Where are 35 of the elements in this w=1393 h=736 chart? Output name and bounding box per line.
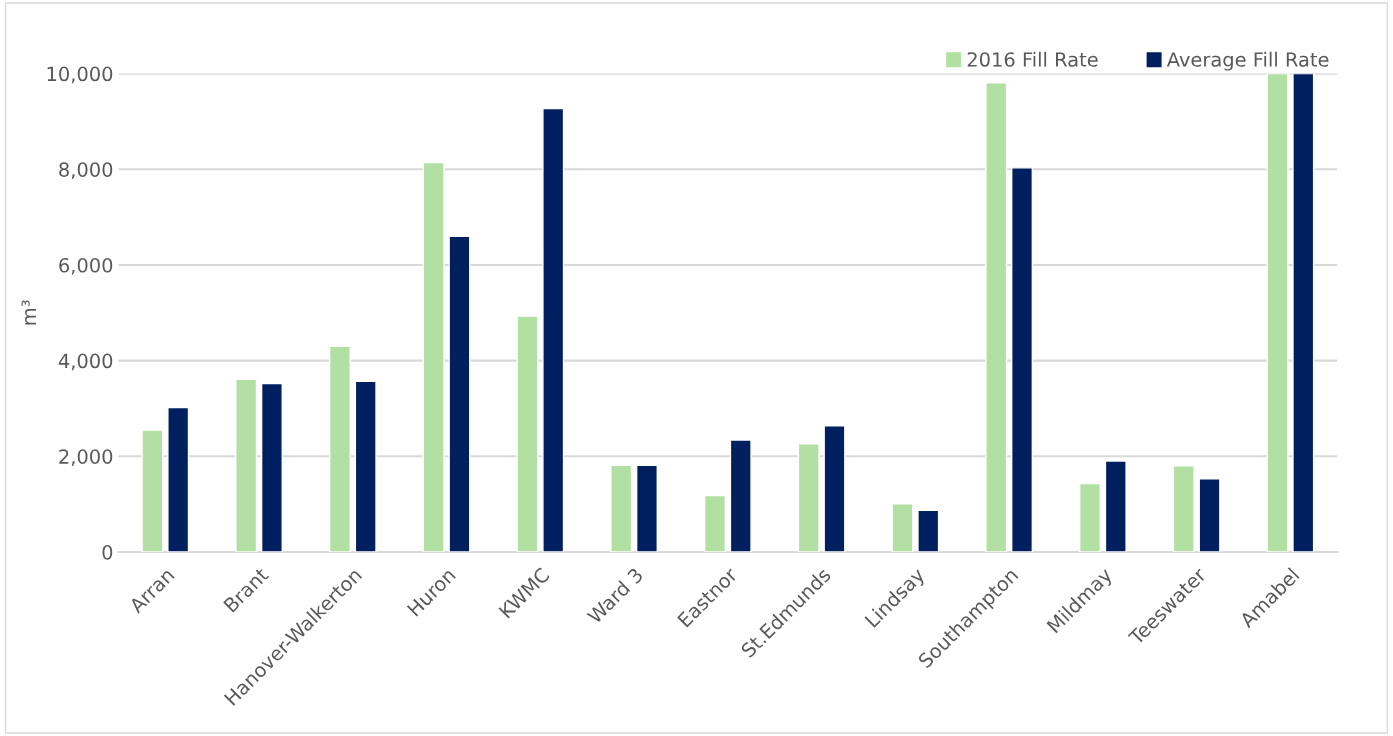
bar xyxy=(422,161,445,552)
bar xyxy=(985,81,1008,552)
y-tick-label: 8,000 xyxy=(59,162,113,179)
bar xyxy=(610,464,633,552)
bar xyxy=(635,464,658,552)
bar xyxy=(797,443,820,552)
y-tick-label: 0 xyxy=(102,544,113,560)
bar xyxy=(1078,482,1101,552)
y-axis-title: m³ xyxy=(21,300,36,325)
y-tick-label: 6,000 xyxy=(59,257,113,275)
legend-label: 2016 Fill Rate xyxy=(967,51,1098,67)
bar xyxy=(703,494,726,552)
y-tick-label: 2,000 xyxy=(59,449,113,466)
bar xyxy=(260,382,283,552)
y-tick-label: 4,000 xyxy=(58,353,113,371)
bar xyxy=(516,315,539,552)
bar xyxy=(167,406,190,552)
bar xyxy=(1266,73,1289,552)
bar xyxy=(1292,73,1315,552)
bar xyxy=(1172,465,1195,552)
bar xyxy=(1104,460,1127,552)
bar xyxy=(891,502,914,552)
bar xyxy=(729,439,752,552)
bar xyxy=(448,235,471,552)
bar xyxy=(235,378,258,552)
bar xyxy=(1198,478,1221,552)
y-tick-label: 10,000 xyxy=(47,66,113,84)
bar xyxy=(542,107,565,552)
bar xyxy=(823,425,846,552)
bar xyxy=(917,509,940,552)
bar xyxy=(141,429,164,552)
bar xyxy=(328,345,351,552)
bar xyxy=(354,380,377,552)
bar xyxy=(1011,167,1034,552)
legend-label: Average Fill Rate xyxy=(1166,51,1329,71)
